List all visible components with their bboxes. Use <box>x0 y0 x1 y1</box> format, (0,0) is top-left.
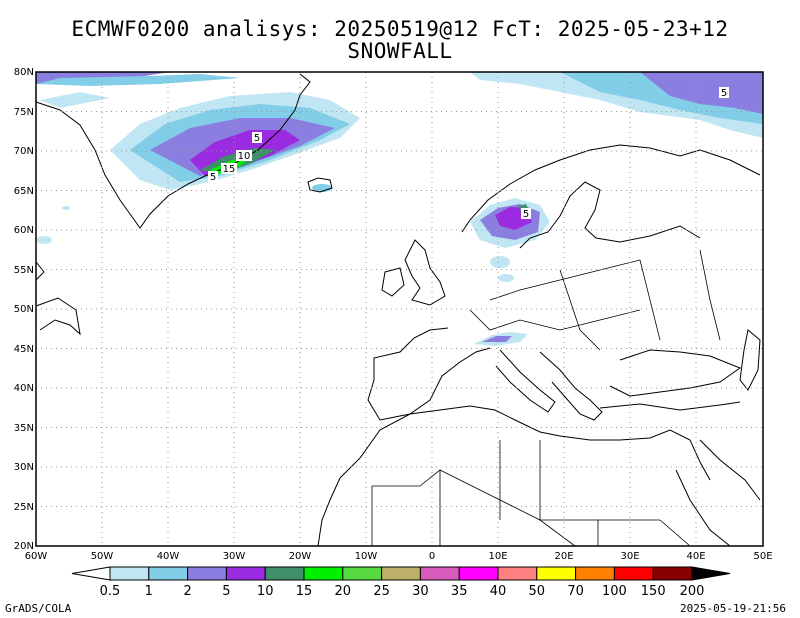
map-frame <box>35 71 764 547</box>
contour-label: 5 <box>254 133 260 144</box>
lat-label: 40N <box>14 383 34 394</box>
colorbar-swatch <box>109 566 150 581</box>
colorbar-labels: 0.5 1 2 5 10 15 20 25 30 35 40 50 70 100 150 200 <box>100 584 705 599</box>
contour-label: 15 <box>223 164 236 175</box>
colorbar-level-label: 70 <box>567 584 584 599</box>
colorbar-level-label: 10 <box>257 584 274 599</box>
latitude-labels: 80N 75N 70N 65N 60N 55N 50N 45N 40N 35N … <box>14 67 34 552</box>
colorbar-arrow-low <box>71 566 111 581</box>
lat-label: 65N <box>14 186 34 197</box>
lon-label: 30E <box>620 551 639 562</box>
lat-label: 60N <box>14 225 34 236</box>
snowfall-shading <box>36 72 763 346</box>
colorbar-level-label: 100 <box>602 584 627 599</box>
lon-label: 20E <box>554 551 573 562</box>
colorbar-arrow-high <box>691 566 731 581</box>
colorbar-level-label: 35 <box>451 584 468 599</box>
longitude-labels: 60W 50W 40W 30W 20W 10W 0 10E 20E 30E 40… <box>25 551 773 562</box>
graticule <box>36 72 763 546</box>
lon-label: 50W <box>91 551 114 562</box>
colorbar <box>71 566 731 581</box>
lat-label: 25N <box>14 502 34 513</box>
contour-label: 10 <box>238 151 251 162</box>
colorbar-level-label: 2 <box>183 584 191 599</box>
colorbar-level-label: 1 <box>145 584 153 599</box>
colorbar-swatch <box>497 566 538 581</box>
contour-label: 5 <box>210 172 216 183</box>
colorbar-swatch <box>264 566 305 581</box>
lon-label: 40E <box>686 551 705 562</box>
colorbar-level-label: 5 <box>222 584 230 599</box>
lat-label: 55N <box>14 265 34 276</box>
lat-label: 80N <box>14 67 34 78</box>
lat-label: 50N <box>14 304 34 315</box>
colorbar-level-label: 25 <box>373 584 390 599</box>
colorbar-swatch <box>187 566 227 581</box>
colorbar-swatch <box>458 566 499 581</box>
colorbar-swatch <box>225 566 266 581</box>
colorbar-swatch <box>342 566 383 581</box>
colorbar-level-label: 15 <box>296 584 313 599</box>
lat-label: 45N <box>14 344 34 355</box>
colorbar-swatch <box>303 566 344 581</box>
colorbar-level-label: 30 <box>412 584 429 599</box>
lon-label: 60W <box>25 551 48 562</box>
colorbar-level-label: 150 <box>641 584 666 599</box>
lat-label: 35N <box>14 423 34 434</box>
colorbar-swatch <box>419 566 460 581</box>
contour-label: 5 <box>721 88 727 99</box>
colorbar-level-label: 40 <box>490 584 507 599</box>
lat-label: 20N <box>14 541 34 552</box>
colorbar-swatch <box>652 566 693 581</box>
lon-label: 10W <box>355 551 378 562</box>
lon-label: 0 <box>429 551 435 562</box>
footer-timestamp: 2025-05-19-21:56 <box>680 602 786 615</box>
colorbar-swatch <box>536 566 577 581</box>
colorbar-level-label: 50 <box>529 584 546 599</box>
colorbar-level-label: 0.5 <box>100 584 121 599</box>
lat-label: 70N <box>14 146 34 157</box>
lon-label: 10E <box>488 551 507 562</box>
contour-label: 5 <box>523 209 529 220</box>
colorbar-swatch <box>613 566 654 581</box>
lon-label: 50E <box>753 551 772 562</box>
chart-title: ECMWF0200 analisys: 20250519@12 FcT: 202… <box>71 17 729 41</box>
colorbar-level-label: 200 <box>680 584 705 599</box>
coastlines <box>35 73 761 547</box>
colorbar-swatch <box>575 566 615 581</box>
colorbar-level-label: 20 <box>335 584 352 599</box>
lat-label: 30N <box>14 462 34 473</box>
lon-label: 40W <box>157 551 180 562</box>
colorbar-swatch <box>381 566 421 581</box>
lon-label: 30W <box>223 551 246 562</box>
footer-credit: GrADS/COLA <box>5 602 72 615</box>
colorbar-swatch <box>148 566 189 581</box>
country-borders <box>371 249 721 547</box>
contour-labels: 5 10 15 5 5 5 <box>208 87 729 220</box>
chart-subtitle: SNOWFALL <box>347 39 453 63</box>
lat-label: 75N <box>14 107 34 118</box>
lon-label: 20W <box>289 551 312 562</box>
